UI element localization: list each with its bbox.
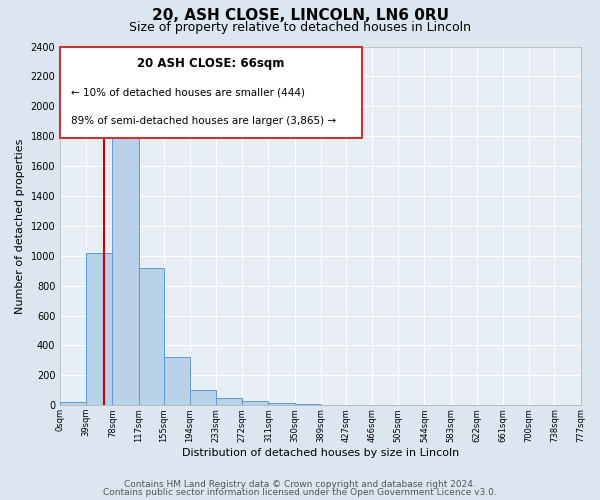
FancyBboxPatch shape xyxy=(60,46,362,138)
Y-axis label: Number of detached properties: Number of detached properties xyxy=(15,138,25,314)
Text: 20, ASH CLOSE, LINCOLN, LN6 0RU: 20, ASH CLOSE, LINCOLN, LN6 0RU xyxy=(151,8,449,22)
Bar xyxy=(268,403,295,405)
Text: Size of property relative to detached houses in Lincoln: Size of property relative to detached ho… xyxy=(129,21,471,34)
Text: Contains public sector information licensed under the Open Government Licence v3: Contains public sector information licen… xyxy=(103,488,497,497)
Bar xyxy=(295,404,320,405)
Bar xyxy=(216,398,242,405)
Text: 20 ASH CLOSE: 66sqm: 20 ASH CLOSE: 66sqm xyxy=(137,58,285,70)
Text: 89% of semi-detached houses are larger (3,865) →: 89% of semi-detached houses are larger (… xyxy=(71,116,335,126)
Bar xyxy=(139,268,164,405)
Bar xyxy=(190,390,216,405)
Bar xyxy=(164,358,190,405)
Bar xyxy=(112,121,139,405)
X-axis label: Distribution of detached houses by size in Lincoln: Distribution of detached houses by size … xyxy=(182,448,459,458)
Bar xyxy=(242,402,268,405)
Text: Contains HM Land Registry data © Crown copyright and database right 2024.: Contains HM Land Registry data © Crown c… xyxy=(124,480,476,489)
Bar xyxy=(60,402,86,405)
Bar xyxy=(86,252,112,405)
Text: ← 10% of detached houses are smaller (444): ← 10% of detached houses are smaller (44… xyxy=(71,88,305,98)
